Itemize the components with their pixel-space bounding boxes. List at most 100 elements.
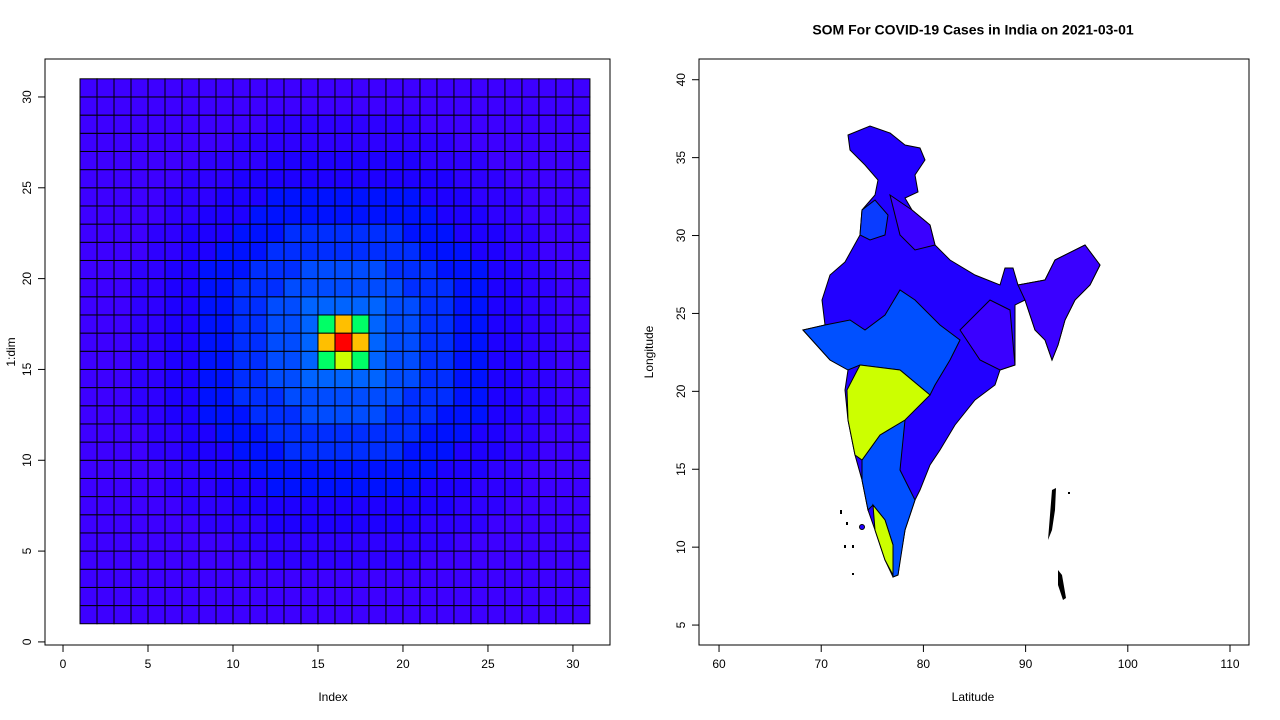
heatmap-cell [130,550,149,570]
heatmap-cell [572,187,591,207]
heatmap-cell [96,132,115,152]
heatmap-cell [504,169,523,189]
heatmap-cell [96,423,115,443]
heatmap-cell [317,223,336,243]
heatmap-cell [181,514,200,534]
heatmap-cell [368,259,387,280]
heatmap-cell [521,423,540,443]
heatmap-cell [181,477,200,498]
heatmap-cell [130,514,149,534]
heatmap-cell [317,368,336,389]
heatmap-cell [453,278,472,298]
heatmap-cell [368,296,387,316]
heatmap-cell [215,278,234,298]
heatmap-cell [385,96,404,116]
map-region [959,299,1016,371]
heatmap-cell [266,405,285,425]
heatmap-cell [351,205,370,225]
heatmap-cell [470,78,489,98]
heatmap-cell [113,314,132,334]
heatmap-cell [249,586,268,607]
heatmap-cell [232,586,251,607]
heatmap-cell [283,314,302,334]
heatmap-cell [181,586,200,607]
heatmap-cell [385,423,404,443]
heatmap-cell [334,205,353,225]
heatmap-cell [402,205,421,225]
heatmap-cell [283,550,302,570]
heatmap-cell [368,114,387,134]
heatmap-cell [436,605,455,625]
heatmap-cell [232,532,251,552]
heatmap-cell [198,568,217,588]
heatmap-cell [538,405,557,425]
heatmap-cell [555,332,574,352]
heatmap-cell [470,441,489,461]
heatmap-cell [249,459,268,479]
heatmap-cell [351,114,370,134]
heatmap-cell [215,78,234,98]
heatmap-cell [317,96,336,116]
heatmap-cell [79,78,98,98]
heatmap-cell [164,350,183,370]
heatmap-cell [504,368,523,389]
heatmap-cell [334,259,353,280]
heatmap-cell [385,296,404,316]
heatmap-cell [487,187,506,207]
heatmap-cell [521,368,540,389]
heatmap-cell [572,350,591,370]
heatmap-cell [419,205,438,225]
heatmap-cell [487,223,506,243]
heatmap-cell [317,423,336,443]
heatmap-cell [198,314,217,334]
heatmap-cell [147,205,166,225]
heatmap-cell [266,241,285,261]
heatmap-cell [555,314,574,334]
heatmap-cell [368,550,387,570]
heatmap-cell [266,114,285,134]
heatmap-cell [402,586,421,607]
heatmap-cell [249,477,268,498]
heatmap-cell [317,150,336,171]
heatmap-cell [419,550,438,570]
heatmap-cell [470,259,489,280]
heatmap-cell [453,441,472,461]
heatmap-cell [351,296,370,316]
heatmap-cell [147,477,166,498]
heatmap-cell [283,459,302,479]
heatmap-cell [232,223,251,243]
heatmap-cell [113,605,132,625]
heatmap-cell [113,259,132,280]
heatmap-cell [147,169,166,189]
heatmap-cell [419,477,438,498]
heatmap-cell [572,532,591,552]
heatmap-cell [198,514,217,534]
heatmap-cell [198,223,217,243]
heatmap-cell [113,423,132,443]
heatmap-cell [147,568,166,588]
heatmap-cell [130,223,149,243]
heatmap-cell [113,169,132,189]
heatmap-cell [555,477,574,498]
heatmap-cell [79,278,98,298]
heatmap-cell [317,605,336,625]
heatmap-cell [385,605,404,625]
heatmap-cell [249,241,268,261]
heatmap-cell [351,314,370,334]
heatmap-cell [385,550,404,570]
heatmap-cell [198,187,217,207]
heatmap-cell [249,550,268,570]
heatmap-cell [419,150,438,171]
heatmap-cell [521,459,540,479]
heatmap-cell [283,605,302,625]
heatmap-cell [470,169,489,189]
heatmap-cell [555,187,574,207]
heatmap-cell [300,387,319,407]
heatmap-cell [79,441,98,461]
heatmap-cell [164,423,183,443]
heatmap-cell [232,132,251,152]
heatmap-cell [368,78,387,98]
heatmap-cell [368,96,387,116]
heatmap-cell [385,223,404,243]
heatmap-cell [130,114,149,134]
